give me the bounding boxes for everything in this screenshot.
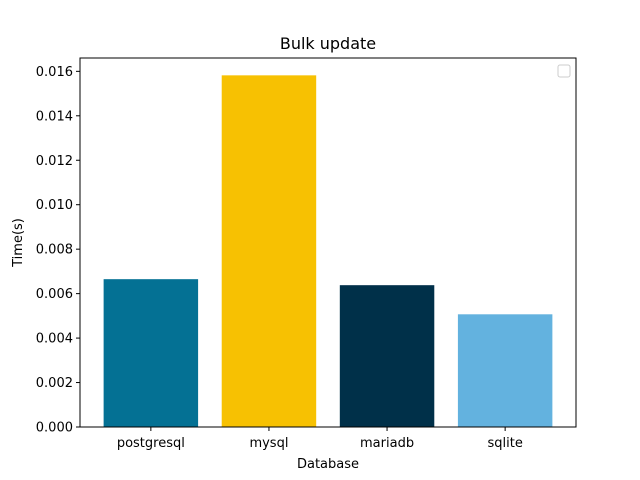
- chart-title: Bulk update: [280, 34, 376, 53]
- plot-frame: [79, 57, 577, 428]
- empty-legend-box: [557, 64, 571, 78]
- y-tick-label: 0.012: [36, 154, 73, 169]
- y-tick-label: 0.016: [36, 65, 73, 80]
- bar-sqlite: [457, 314, 553, 427]
- bar-mariadb: [339, 285, 435, 427]
- x-tick-label-postgresql: postgresql: [117, 436, 185, 451]
- y-tick-label: 0.008: [36, 243, 73, 258]
- x-tick-label-mariadb: mariadb: [360, 436, 414, 451]
- x-axis-ticks: postgresql mysql mariadb sqlite: [117, 427, 523, 451]
- bars-group: [103, 75, 553, 427]
- y-tick-label: 0.000: [36, 421, 73, 436]
- x-axis-label: Database: [297, 457, 359, 472]
- y-tick-label: 0.010: [36, 198, 73, 213]
- y-tick-label: 0.014: [36, 109, 73, 124]
- y-axis-label: Time(s): [11, 218, 26, 268]
- x-tick-label-mysql: mysql: [249, 436, 288, 451]
- bar-postgresql: [103, 279, 199, 427]
- y-axis-ticks: 0.000 0.002 0.004 0.006 0.008 0.010 0.012 0.014…: [36, 65, 80, 436]
- y-tick-label: 0.004: [36, 332, 73, 347]
- y-tick-label: 0.006: [36, 287, 73, 302]
- y-tick-label: 0.002: [36, 376, 73, 391]
- x-tick-label-sqlite: sqlite: [487, 436, 522, 451]
- bar-mysql: [221, 75, 317, 427]
